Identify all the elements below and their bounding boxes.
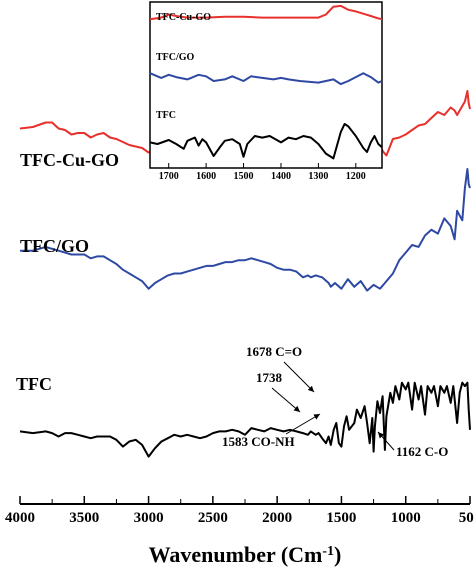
inset-series-label-tfc-go: TFC/GO bbox=[156, 52, 195, 63]
inset-series-labels: TFC-Cu-GO TFC/GO TFC bbox=[156, 12, 211, 121]
annotation-arrow-1583-co-nh bbox=[285, 413, 321, 435]
inset-series-label-tfc-cu-go: TFC-Cu-GO bbox=[156, 12, 211, 23]
annotation-arrow-1162-c-o bbox=[377, 431, 395, 451]
annotation-label-1162-c-o: 1162 C-O bbox=[396, 444, 448, 459]
inset-x-tick-label: 1200 bbox=[346, 171, 366, 182]
inset-x-tick-label: 1300 bbox=[308, 171, 328, 182]
x-tick-label: 3000 bbox=[134, 510, 164, 526]
annotation-arrow-1678-c-o bbox=[283, 361, 315, 393]
x-tick-label: 4000 bbox=[5, 510, 35, 526]
inset-x-tick-label: 1500 bbox=[234, 171, 254, 182]
inset-series-label-tfc: TFC bbox=[156, 110, 176, 121]
main-series-labels: TFC-Cu-GO TFC/GO TFC bbox=[16, 150, 119, 394]
inset-x-tick-label: 1700 bbox=[159, 171, 179, 182]
inset-x-tick-label: 1600 bbox=[196, 171, 216, 182]
annotation-label-1678-c-o: 1678 C=O bbox=[246, 344, 302, 359]
main-annotations: 1678 C=O 1738 1583 CO-NH 1162 C-O bbox=[222, 344, 448, 459]
inset-series-group bbox=[149, 4, 383, 160]
series-label-tfc-go: TFC/GO bbox=[20, 236, 89, 256]
inset-series-line-tfc bbox=[149, 123, 383, 160]
annotation-arrow-1738 bbox=[271, 387, 301, 413]
x-axis-label: Wavenumber (Cm-1) bbox=[149, 542, 342, 567]
inset-x-axis-ticks: 1700 1600 1500 1400 1300 1200 bbox=[159, 163, 366, 182]
annotation-label-1738: 1738 bbox=[256, 370, 283, 385]
x-tick-label: 3500 bbox=[69, 510, 99, 526]
x-tick-label: 1000 bbox=[391, 510, 421, 526]
annotation-label-1583-co-nh: 1583 CO-NH bbox=[222, 434, 295, 449]
x-tick-label: 2000 bbox=[262, 510, 292, 526]
inset-series-line-tfc-go bbox=[149, 72, 383, 86]
series-line-tfc bbox=[19, 381, 471, 458]
x-tick-label: 2500 bbox=[198, 510, 228, 526]
inset-frame bbox=[149, 1, 383, 169]
inset-x-tick-label: 1400 bbox=[271, 171, 291, 182]
x-tick-label: 1500 bbox=[326, 510, 356, 526]
x-tick-label: 500 bbox=[459, 510, 474, 526]
inset-series-line-tfc-cu-go bbox=[149, 4, 383, 21]
series-label-tfc-cu-go: TFC-Cu-GO bbox=[20, 150, 119, 170]
series-label-tfc: TFC bbox=[16, 374, 52, 394]
x-axis-ticks: 4000 3500 3000 2500 2000 1500 1000 500 bbox=[5, 496, 474, 526]
series-line-tfc-go bbox=[20, 168, 471, 292]
main-plot: TFC-Cu-GO TFC/GO TFC 1678 C=O 1738 1583 CO-N… bbox=[5, 90, 474, 567]
